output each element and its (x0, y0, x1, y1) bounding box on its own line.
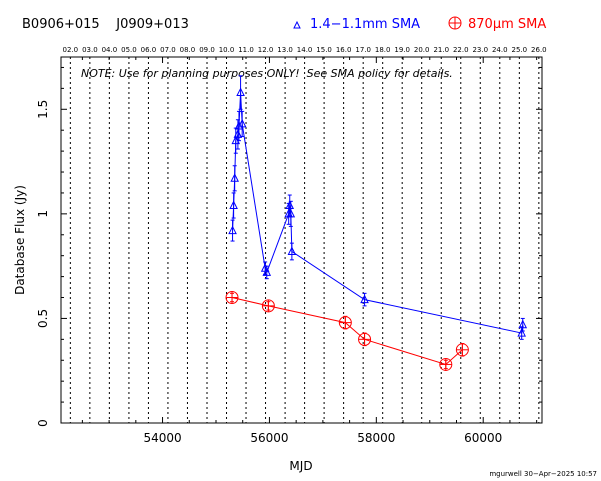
top-year-label: 09.0 (199, 46, 215, 54)
data-point (518, 317, 528, 332)
triangle-marker (236, 87, 245, 97)
triangle-marker (230, 173, 240, 182)
triangle-marker (229, 200, 238, 209)
triangle-marker-icon (293, 20, 301, 29)
series-layer (225, 75, 528, 371)
legend-red: 870μm SMA (448, 16, 546, 32)
x-tick-label: 56000 (250, 431, 288, 445)
top-year-label: 15.0 (316, 46, 332, 54)
top-year-label: 14.0 (297, 46, 313, 54)
legend-blue: 1.4−1.1mm SMA (293, 17, 420, 32)
y-axis-label: Database Flux (Jy) (13, 185, 27, 295)
top-year-label: 02.0 (63, 46, 79, 54)
top-year-label: 25.0 (512, 46, 528, 54)
data-point (229, 192, 238, 219)
top-year-label: 22.0 (453, 46, 469, 54)
triangle-marker (285, 200, 295, 209)
data-point (286, 200, 296, 227)
top-year-label: 07.0 (160, 46, 176, 54)
top-year-label: 08.0 (180, 46, 196, 54)
top-year-label: 06.0 (141, 46, 157, 54)
data-point (439, 357, 453, 371)
x-axis-label: MJD (289, 459, 312, 473)
legend-blue-label: 1.4−1.1mm SMA (310, 17, 420, 32)
x-axis: 54000 56000 58000 60000 (81, 57, 538, 445)
series-mm (228, 75, 528, 340)
top-year-label: 26.0 (531, 46, 547, 54)
y-axis: 0 0.5 1 1.5 (36, 66, 542, 427)
top-year-label: 05.0 (121, 46, 137, 54)
plot-frame (60, 56, 543, 424)
top-year-label: 12.0 (258, 46, 274, 54)
data-point (236, 75, 245, 110)
triangle-marker (360, 294, 369, 304)
top-year-label: 18.0 (375, 46, 391, 54)
x-tick-label: 58000 (357, 431, 395, 445)
top-year-label: 04.0 (102, 46, 118, 54)
top-year-label: 17.0 (355, 46, 371, 54)
y-tick-label: 1.5 (36, 100, 50, 119)
triangle-marker (287, 246, 297, 256)
data-point (261, 299, 275, 313)
header-row: B0906+015 J0909+013 1.4−1.1mm SMA 870μm … (22, 16, 546, 32)
data-point (228, 219, 237, 242)
legend-red-label: 870μm SMA (468, 17, 546, 32)
data-point (262, 265, 272, 280)
series-line (231, 297, 463, 366)
triangle-marker (518, 319, 528, 329)
triangle-marker (233, 129, 243, 138)
planning-note: NOTE: Use for planning purposes ONLY! Se… (81, 67, 453, 80)
data-point (360, 292, 369, 307)
footer-credit: mgurwell 30−Apr−2025 10:57 (489, 470, 597, 478)
data-point (287, 242, 297, 261)
x-tick-label: 60000 (464, 431, 502, 445)
top-year-label: 23.0 (472, 46, 488, 54)
top-year-label: 03.0 (82, 46, 98, 54)
data-point (237, 110, 247, 137)
data-point (230, 165, 240, 192)
triangle-marker (228, 225, 237, 235)
triangle-marker (286, 208, 296, 218)
top-year-label: 24.0 (492, 46, 508, 54)
top-year-label: 11.0 (238, 46, 254, 54)
data-point (225, 291, 239, 305)
y-tick-label: 0 (36, 419, 50, 427)
top-year-label: 19.0 (394, 46, 410, 54)
triangle-marker (517, 327, 527, 337)
x-tick-label: 54000 (143, 431, 181, 445)
source-names: B0906+015 J0909+013 (22, 17, 189, 32)
top-year-label: 21.0 (433, 46, 449, 54)
year-gridlines (69, 57, 540, 423)
data-point (358, 332, 372, 347)
top-year-label: 10.0 (219, 46, 235, 54)
top-year-axis: 02.0 03.0 04.0 05.0 06.0 07.0 08.0 09.0 10.0 11.0… (63, 46, 547, 54)
series-870um (225, 291, 469, 371)
top-year-label: 16.0 (336, 46, 352, 54)
series-line (232, 92, 524, 334)
top-year-label: 13.0 (277, 46, 293, 54)
y-tick-label: 1 (36, 210, 50, 218)
top-year-label: 20.0 (414, 46, 430, 54)
y-tick-label: 0.5 (36, 309, 50, 328)
data-point (455, 343, 469, 357)
triangle-marker (262, 267, 272, 276)
triangle-marker (237, 118, 247, 128)
data-point (338, 315, 352, 330)
circle-plus-marker-icon (448, 16, 462, 30)
triangle-marker (234, 120, 244, 130)
